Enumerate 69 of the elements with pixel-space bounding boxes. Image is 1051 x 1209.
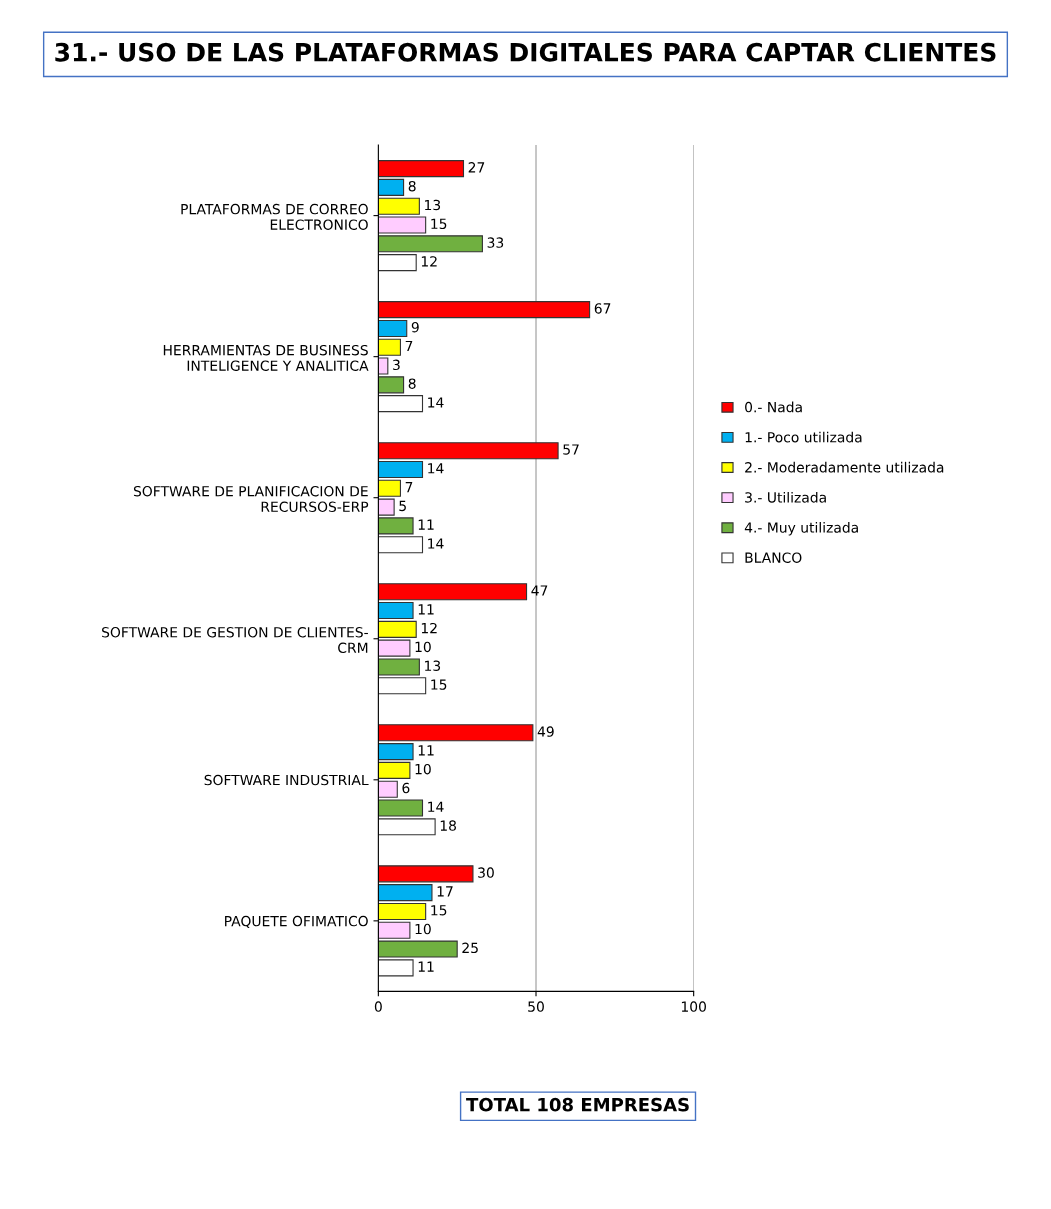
data-label: 12 [421,256,437,267]
legend-label: 2.- Moderadamente utilizada [745,461,944,473]
y-tick-label: SOFTWARE INDUSTRIAL [204,774,369,786]
data-label: 11 [418,961,434,972]
data-label: 15 [431,679,447,690]
data-label: 15 [431,905,447,916]
legend-label: 3.- Utilizada [745,491,826,503]
bar [378,301,591,319]
data-label: 27 [468,162,485,173]
x-tick-label: 100 [681,1001,706,1012]
y-tick-label: HERRAMIENTAS DE BUSINESS INTELIGENCE Y ANALITICA [163,344,369,371]
bar [378,884,433,902]
data-label: 18 [440,820,456,831]
bar [378,254,417,272]
bar [378,160,465,178]
bar [378,178,405,196]
bar [378,865,474,883]
data-label: 6 [402,782,410,794]
data-label: 12 [421,622,437,634]
data-label: 14 [428,397,444,408]
bar [378,601,414,620]
y-tick-label: SOFTWARE DE PLANIFICACION DE RECURSOS-ERP [133,485,369,513]
data-label: 14 [428,463,444,474]
data-label: 33 [487,237,504,248]
bar [378,743,414,761]
data-label: 13 [425,660,441,671]
y-tick-label: SOFTWARE DE GESTION DE CLIENTES- CRM [102,627,368,654]
legend-label: BLANCO [745,552,802,563]
data-label: 8 [408,180,416,192]
data-label: 9 [411,321,419,333]
data-label: 8 [408,378,416,389]
data-label: 10 [415,641,431,653]
legend-label: 1.- Poco utilizada [745,431,862,443]
bar [378,620,417,638]
x-tick-label: 50 [528,1001,544,1012]
legend-label: 4.- Muy utilizada [744,522,858,536]
bar [378,442,559,460]
data-label: 11 [418,745,434,756]
data-label: 7 [405,482,413,493]
data-label: 14 [428,801,444,812]
data-label: 67 [594,303,611,314]
data-label: 14 [428,538,444,549]
data-label: 25 [462,942,478,954]
bar [378,460,424,479]
data-label: 11 [418,604,434,615]
bar [378,319,408,337]
text: TOTAL 108 EMPRESAS [466,1097,689,1112]
legend-label: 0.- Nada [745,401,802,413]
data-label: 5 [399,500,406,512]
data-label: 47 [531,585,548,596]
y-tick-label: PLATAFORMAS DE CORREO ELECTRONICO [181,203,368,230]
data-label: 57 [563,444,579,455]
bar [378,761,411,779]
data-label: 30 [478,867,494,878]
data-label: 10 [415,923,431,935]
chart-title: 31.- USO DE LAS PLATAFORMAS DIGITALES PARA CAPTAR CLIENTES [55,42,996,62]
data-label: 13 [425,199,441,211]
bar [378,902,427,920]
data-label: 49 [537,726,554,737]
bar [378,583,528,601]
data-label: 11 [418,519,434,530]
data-label: 15 [431,218,447,230]
data-label: 3 [393,359,400,371]
data-label: 17 [437,886,453,897]
data-label: 7 [405,340,413,352]
x-tick-label: 0 [374,1001,382,1012]
y-tick-label: PAQUETE OFIMATICO [225,915,368,928]
bar [378,724,534,742]
data-label: 10 [415,763,431,775]
